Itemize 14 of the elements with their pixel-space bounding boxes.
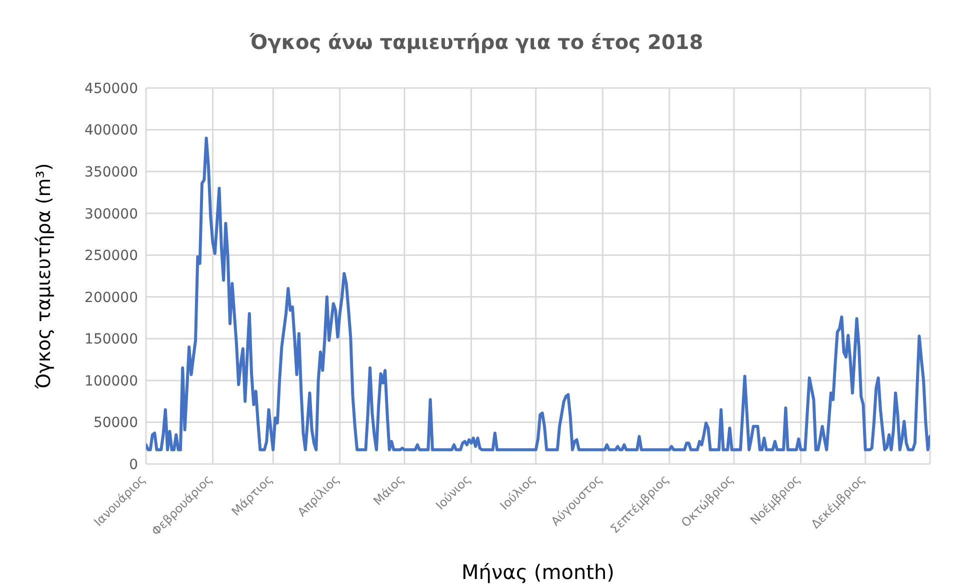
y-tick-label: 150000	[84, 332, 138, 348]
y-tick-label: 250000	[84, 248, 138, 264]
y-tick-label: 200000	[84, 290, 138, 306]
y-tick-label: 50000	[93, 415, 138, 432]
y-tick-label: 450000	[84, 80, 138, 97]
y-axis-title: Όγκος ταμιευτήρα (m³)	[33, 163, 55, 390]
y-tick-label: 300000	[84, 206, 138, 222]
y-tick-label: 400000	[84, 122, 138, 139]
chart-title: Όγκος άνω ταμιευτήρα για το έτος 2018	[248, 30, 704, 54]
y-tick-label: 100000	[84, 373, 138, 390]
x-axis-title: Μήνας (month)	[462, 560, 614, 584]
y-tick-label: 0	[129, 456, 138, 473]
y-tick-label: 350000	[84, 164, 138, 181]
line-series	[146, 136, 930, 452]
